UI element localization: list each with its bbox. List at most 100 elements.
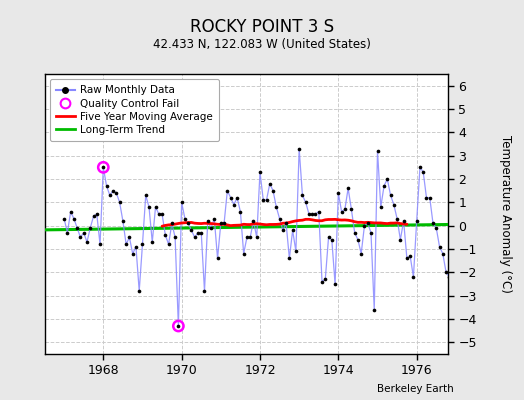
Point [165,241,173,248]
Point [60,216,68,222]
Point [357,250,365,257]
Point [403,255,411,262]
Point [462,197,470,203]
Point [63,230,72,236]
Text: Berkeley Earth: Berkeley Earth [377,384,453,394]
Point [230,202,238,208]
Point [266,180,274,187]
Point [99,164,107,170]
Point [484,227,493,234]
Point [422,194,431,201]
Point [354,236,362,243]
Point [256,169,264,175]
Point [324,234,333,240]
Point [383,176,391,182]
Point [174,323,182,329]
Point [226,194,235,201]
Point [112,190,121,196]
Point [148,239,157,245]
Point [203,218,212,224]
Point [125,234,134,240]
Point [282,220,290,226]
Point [288,227,297,234]
Point [197,230,205,236]
Point [96,241,104,248]
Point [207,225,215,231]
Point [174,323,182,329]
Point [236,208,245,215]
Point [429,220,437,226]
Point [308,211,316,217]
Point [449,272,457,278]
Point [184,220,192,226]
Point [344,185,352,192]
Point [155,211,163,217]
Point [194,230,202,236]
Point [406,253,414,259]
Point [494,216,503,222]
Point [380,183,388,189]
Point [370,306,378,313]
Point [318,278,326,285]
Point [102,183,111,189]
Point [269,188,277,194]
Point [478,236,486,243]
Point [452,164,460,170]
Point [276,216,284,222]
Point [295,146,303,152]
Point [305,211,313,217]
Point [419,169,428,175]
Point [246,234,254,240]
Point [106,192,114,198]
Point [399,218,408,224]
Point [487,234,496,240]
Point [138,241,147,248]
Point [292,248,300,254]
Point [210,216,219,222]
Point [455,216,463,222]
Legend: Raw Monthly Data, Quality Control Fail, Five Year Moving Average, Long-Term Tren: Raw Monthly Data, Quality Control Fail, … [50,79,219,141]
Point [220,220,228,226]
Point [233,194,242,201]
Y-axis label: Temperature Anomaly (°C): Temperature Anomaly (°C) [499,135,512,293]
Point [122,241,130,248]
Point [132,244,140,250]
Point [239,250,248,257]
Text: 42.433 N, 122.083 W (United States): 42.433 N, 122.083 W (United States) [153,38,371,51]
Point [301,199,310,206]
Point [141,192,150,198]
Point [128,250,137,257]
Point [435,244,444,250]
Point [347,206,356,212]
Point [458,180,466,187]
Point [442,269,450,276]
Point [67,208,75,215]
Point [77,234,85,240]
Point [471,216,479,222]
Point [263,197,271,203]
Point [243,234,251,240]
Point [168,220,176,226]
Point [89,213,97,220]
Point [432,225,441,231]
Point [200,288,209,294]
Point [145,204,153,210]
Point [119,218,127,224]
Point [171,234,179,240]
Point [390,202,398,208]
Point [334,190,343,196]
Point [328,236,336,243]
Point [213,255,222,262]
Point [253,234,261,240]
Point [497,216,506,222]
Point [285,255,293,262]
Point [191,234,199,240]
Point [86,225,94,231]
Point [445,274,453,280]
Point [181,216,189,222]
Point [475,250,483,257]
Point [178,199,186,206]
Point [158,211,166,217]
Point [491,188,499,194]
Point [361,222,369,229]
